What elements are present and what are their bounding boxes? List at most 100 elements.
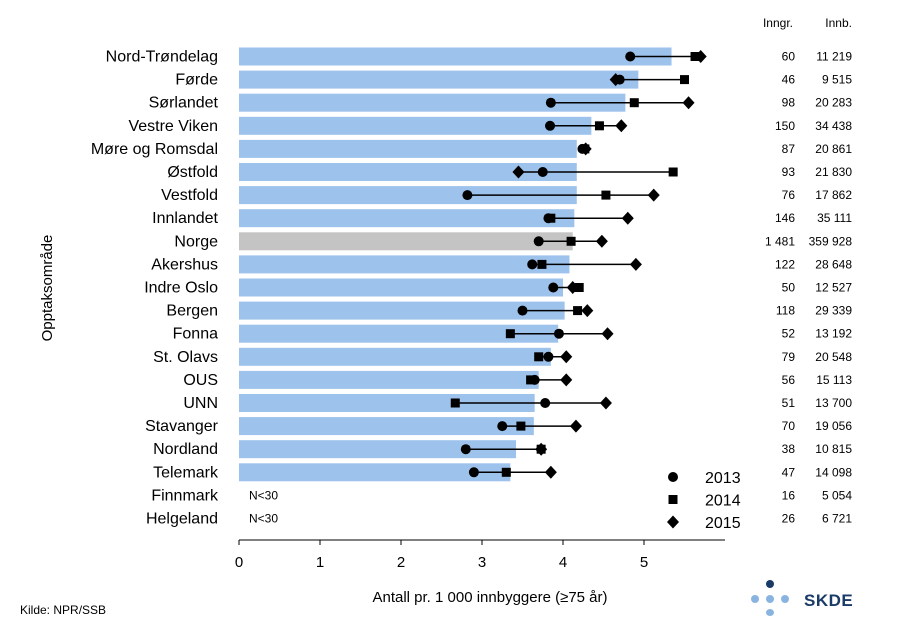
innb-value: 9 515 <box>822 73 852 87</box>
logo-dot <box>766 609 774 616</box>
category-label: Helgeland <box>146 511 218 528</box>
inngr-value: 51 <box>782 396 796 410</box>
bar <box>239 324 559 343</box>
inngr-value: 16 <box>782 488 796 502</box>
marker-2015 <box>595 234 608 248</box>
category-label: Akershus <box>151 256 218 273</box>
marker-2015 <box>512 165 525 179</box>
category-label: Stavanger <box>145 418 219 435</box>
marker-2013 <box>527 259 538 270</box>
x-axis-label: Antall pr. 1 000 innbyggere (≥75 år) <box>372 589 607 606</box>
category-label: Nord-Trøndelag <box>106 49 218 66</box>
marker-2014 <box>505 329 515 339</box>
small-n-label: N<30 <box>249 488 278 502</box>
marker-2013 <box>540 398 551 408</box>
inngr-value: 26 <box>782 512 796 526</box>
marker-2014 <box>594 121 604 131</box>
bar <box>239 278 563 297</box>
innb-value: 14 098 <box>815 465 852 479</box>
marker-2014 <box>629 98 639 108</box>
marker-2015 <box>629 257 642 271</box>
innb-value: 19 056 <box>815 419 852 433</box>
marker-2014 <box>574 283 584 292</box>
innb-value: 13 192 <box>815 327 852 341</box>
legend-marker-2013 <box>668 472 678 482</box>
bar <box>239 93 626 112</box>
marker-2014 <box>546 213 556 223</box>
marker-2015 <box>621 211 634 225</box>
legend-label: 2013 <box>705 470 741 487</box>
bar <box>239 116 592 135</box>
marker-2014 <box>537 259 547 269</box>
bar <box>239 255 570 274</box>
inngr-value: 93 <box>782 165 796 179</box>
marker-2015 <box>694 50 707 63</box>
marker-2013 <box>517 305 528 316</box>
inngr-value: 150 <box>775 119 795 133</box>
innb-value: 11 219 <box>816 50 852 64</box>
bar <box>239 440 517 459</box>
inngr-value: 50 <box>782 281 796 295</box>
inngr-value: 118 <box>776 304 795 318</box>
category-label: Finnmark <box>151 487 219 504</box>
marker-2013 <box>533 236 544 247</box>
marker-2013 <box>468 467 479 478</box>
marker-2014 <box>680 75 689 85</box>
logo-dot <box>766 595 774 603</box>
column-header-innb: Innb. <box>825 16 852 30</box>
marker-2015 <box>560 350 573 364</box>
marker-2014 <box>526 375 536 385</box>
x-tick-label: 1 <box>316 554 324 571</box>
innb-value: 29 339 <box>815 304 852 318</box>
legend-marker-2015 <box>667 515 679 529</box>
bar <box>239 301 565 320</box>
y-axis-label: Opptaksområde <box>39 235 56 342</box>
bar <box>239 394 535 412</box>
marker-2015 <box>599 396 612 410</box>
marker-2013 <box>543 351 554 362</box>
category-label: OUS <box>183 372 218 389</box>
marker-2013 <box>548 282 559 293</box>
inngr-value: 70 <box>782 419 796 433</box>
marker-2013 <box>462 190 473 201</box>
marker-2015 <box>609 73 622 87</box>
x-tick-label: 0 <box>235 554 243 571</box>
marker-2014 <box>534 352 544 362</box>
innb-value: 10 815 <box>815 442 852 456</box>
innb-value: 6 721 <box>822 512 852 526</box>
bar <box>239 347 551 366</box>
marker-2013 <box>537 167 548 177</box>
logo-dot <box>781 595 789 603</box>
marker-2013 <box>497 421 508 432</box>
marker-2015 <box>560 373 573 387</box>
marker-2013 <box>625 51 636 62</box>
innb-value: 20 548 <box>815 350 852 364</box>
innb-value: 20 861 <box>815 142 852 156</box>
marker-2014 <box>601 190 611 200</box>
marker-2015 <box>601 327 614 341</box>
bar <box>239 70 639 89</box>
category-label: Norge <box>174 233 218 250</box>
marker-2015 <box>566 281 579 294</box>
inngr-value: 146 <box>775 211 795 225</box>
marker-2014 <box>501 467 511 477</box>
innb-value: 12 527 <box>815 281 852 295</box>
innb-value: 35 111 <box>817 211 852 225</box>
skde-logo: SKDE <box>748 576 898 616</box>
marker-2014 <box>668 167 678 177</box>
inngr-value: 1 481 <box>765 234 795 248</box>
logo-dot <box>751 595 759 603</box>
category-label: Bergen <box>166 303 218 320</box>
innb-value: 20 283 <box>815 96 852 110</box>
inngr-value: 47 <box>782 465 796 479</box>
innb-value: 359 928 <box>809 234 853 248</box>
inngr-value: 56 <box>782 373 796 387</box>
marker-2015 <box>535 442 548 456</box>
innb-value: 21 830 <box>815 165 852 179</box>
bar <box>239 232 573 251</box>
x-tick-label: 5 <box>640 554 648 571</box>
marker-2015 <box>615 119 628 133</box>
category-label: Førde <box>175 72 218 89</box>
inngr-value: 76 <box>782 188 796 202</box>
